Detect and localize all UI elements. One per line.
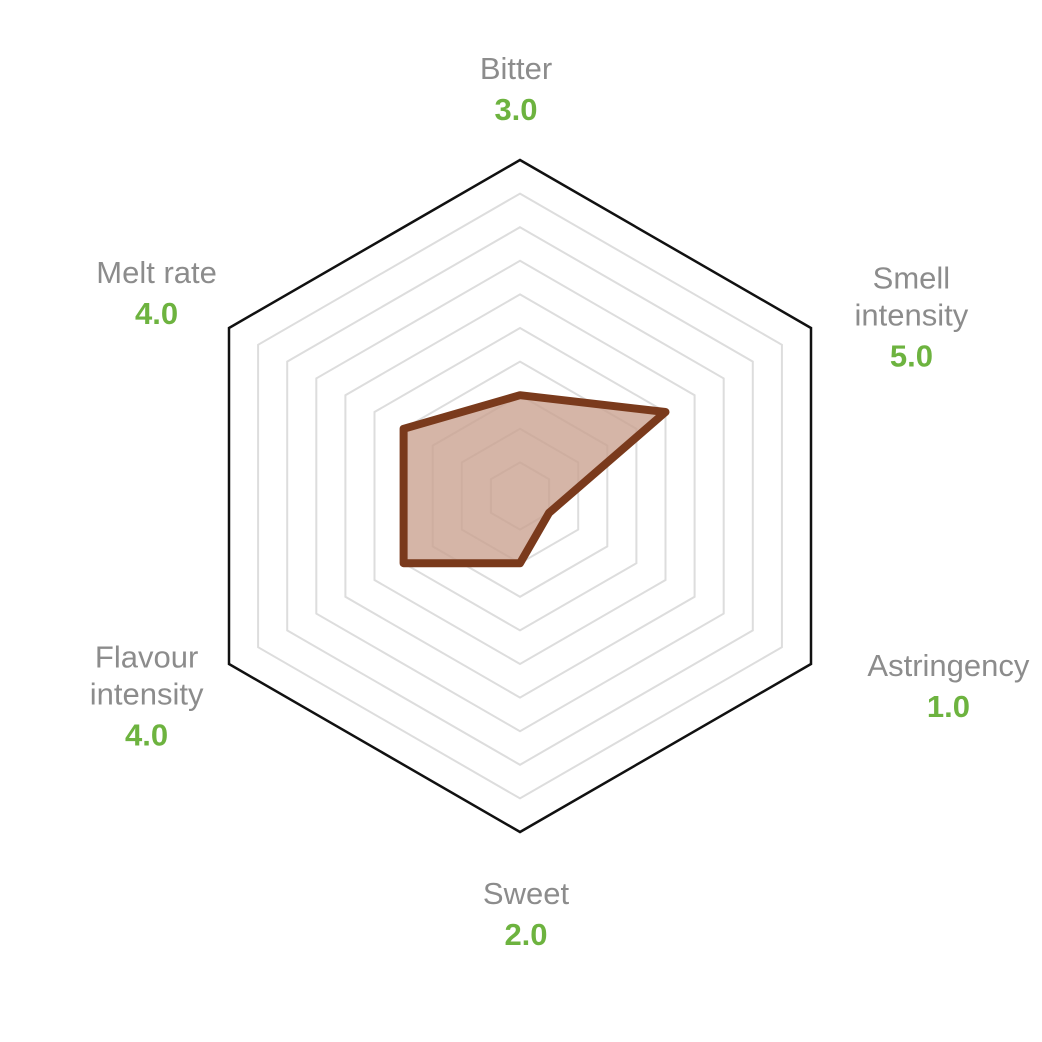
axis-label-2: Astringency 1.0 bbox=[867, 648, 1029, 724]
grid-ring-9 bbox=[257, 192, 783, 800]
axis-value-label: 3.0 bbox=[494, 92, 537, 127]
axis-label-3: Sweet 2.0 bbox=[483, 876, 570, 952]
axis-name-line: Astringency bbox=[867, 648, 1029, 683]
grid-ring-8 bbox=[286, 226, 754, 766]
series-polygon bbox=[399, 391, 670, 568]
axis-value-label: 1.0 bbox=[927, 689, 970, 724]
axis-name-line: intensity bbox=[855, 298, 969, 333]
axis-name-line: Melt rate bbox=[96, 255, 217, 290]
radar-outer-frame bbox=[227, 158, 813, 834]
axis-name-line: Flavour bbox=[95, 640, 198, 675]
axis-name-line: Bitter bbox=[480, 51, 552, 86]
axis-value-label: 2.0 bbox=[504, 917, 547, 952]
grid-ring-7 bbox=[315, 259, 725, 733]
axis-value-label: 5.0 bbox=[890, 339, 933, 374]
axis-label-5: Melt rate 4.0 bbox=[96, 255, 217, 331]
axis-labels: Bitter3.0Smellintensity5.0Astringency1.0… bbox=[90, 51, 1030, 952]
axis-label-0: Bitter 3.0 bbox=[480, 51, 552, 127]
axis-value-label: 4.0 bbox=[125, 718, 168, 753]
axis-name-line: intensity bbox=[90, 677, 204, 712]
axis-name-line: Sweet bbox=[483, 876, 570, 911]
axis-name-line: Smell bbox=[873, 261, 951, 296]
axis-value-label: 4.0 bbox=[135, 296, 178, 331]
grid-ring-6 bbox=[344, 293, 696, 699]
